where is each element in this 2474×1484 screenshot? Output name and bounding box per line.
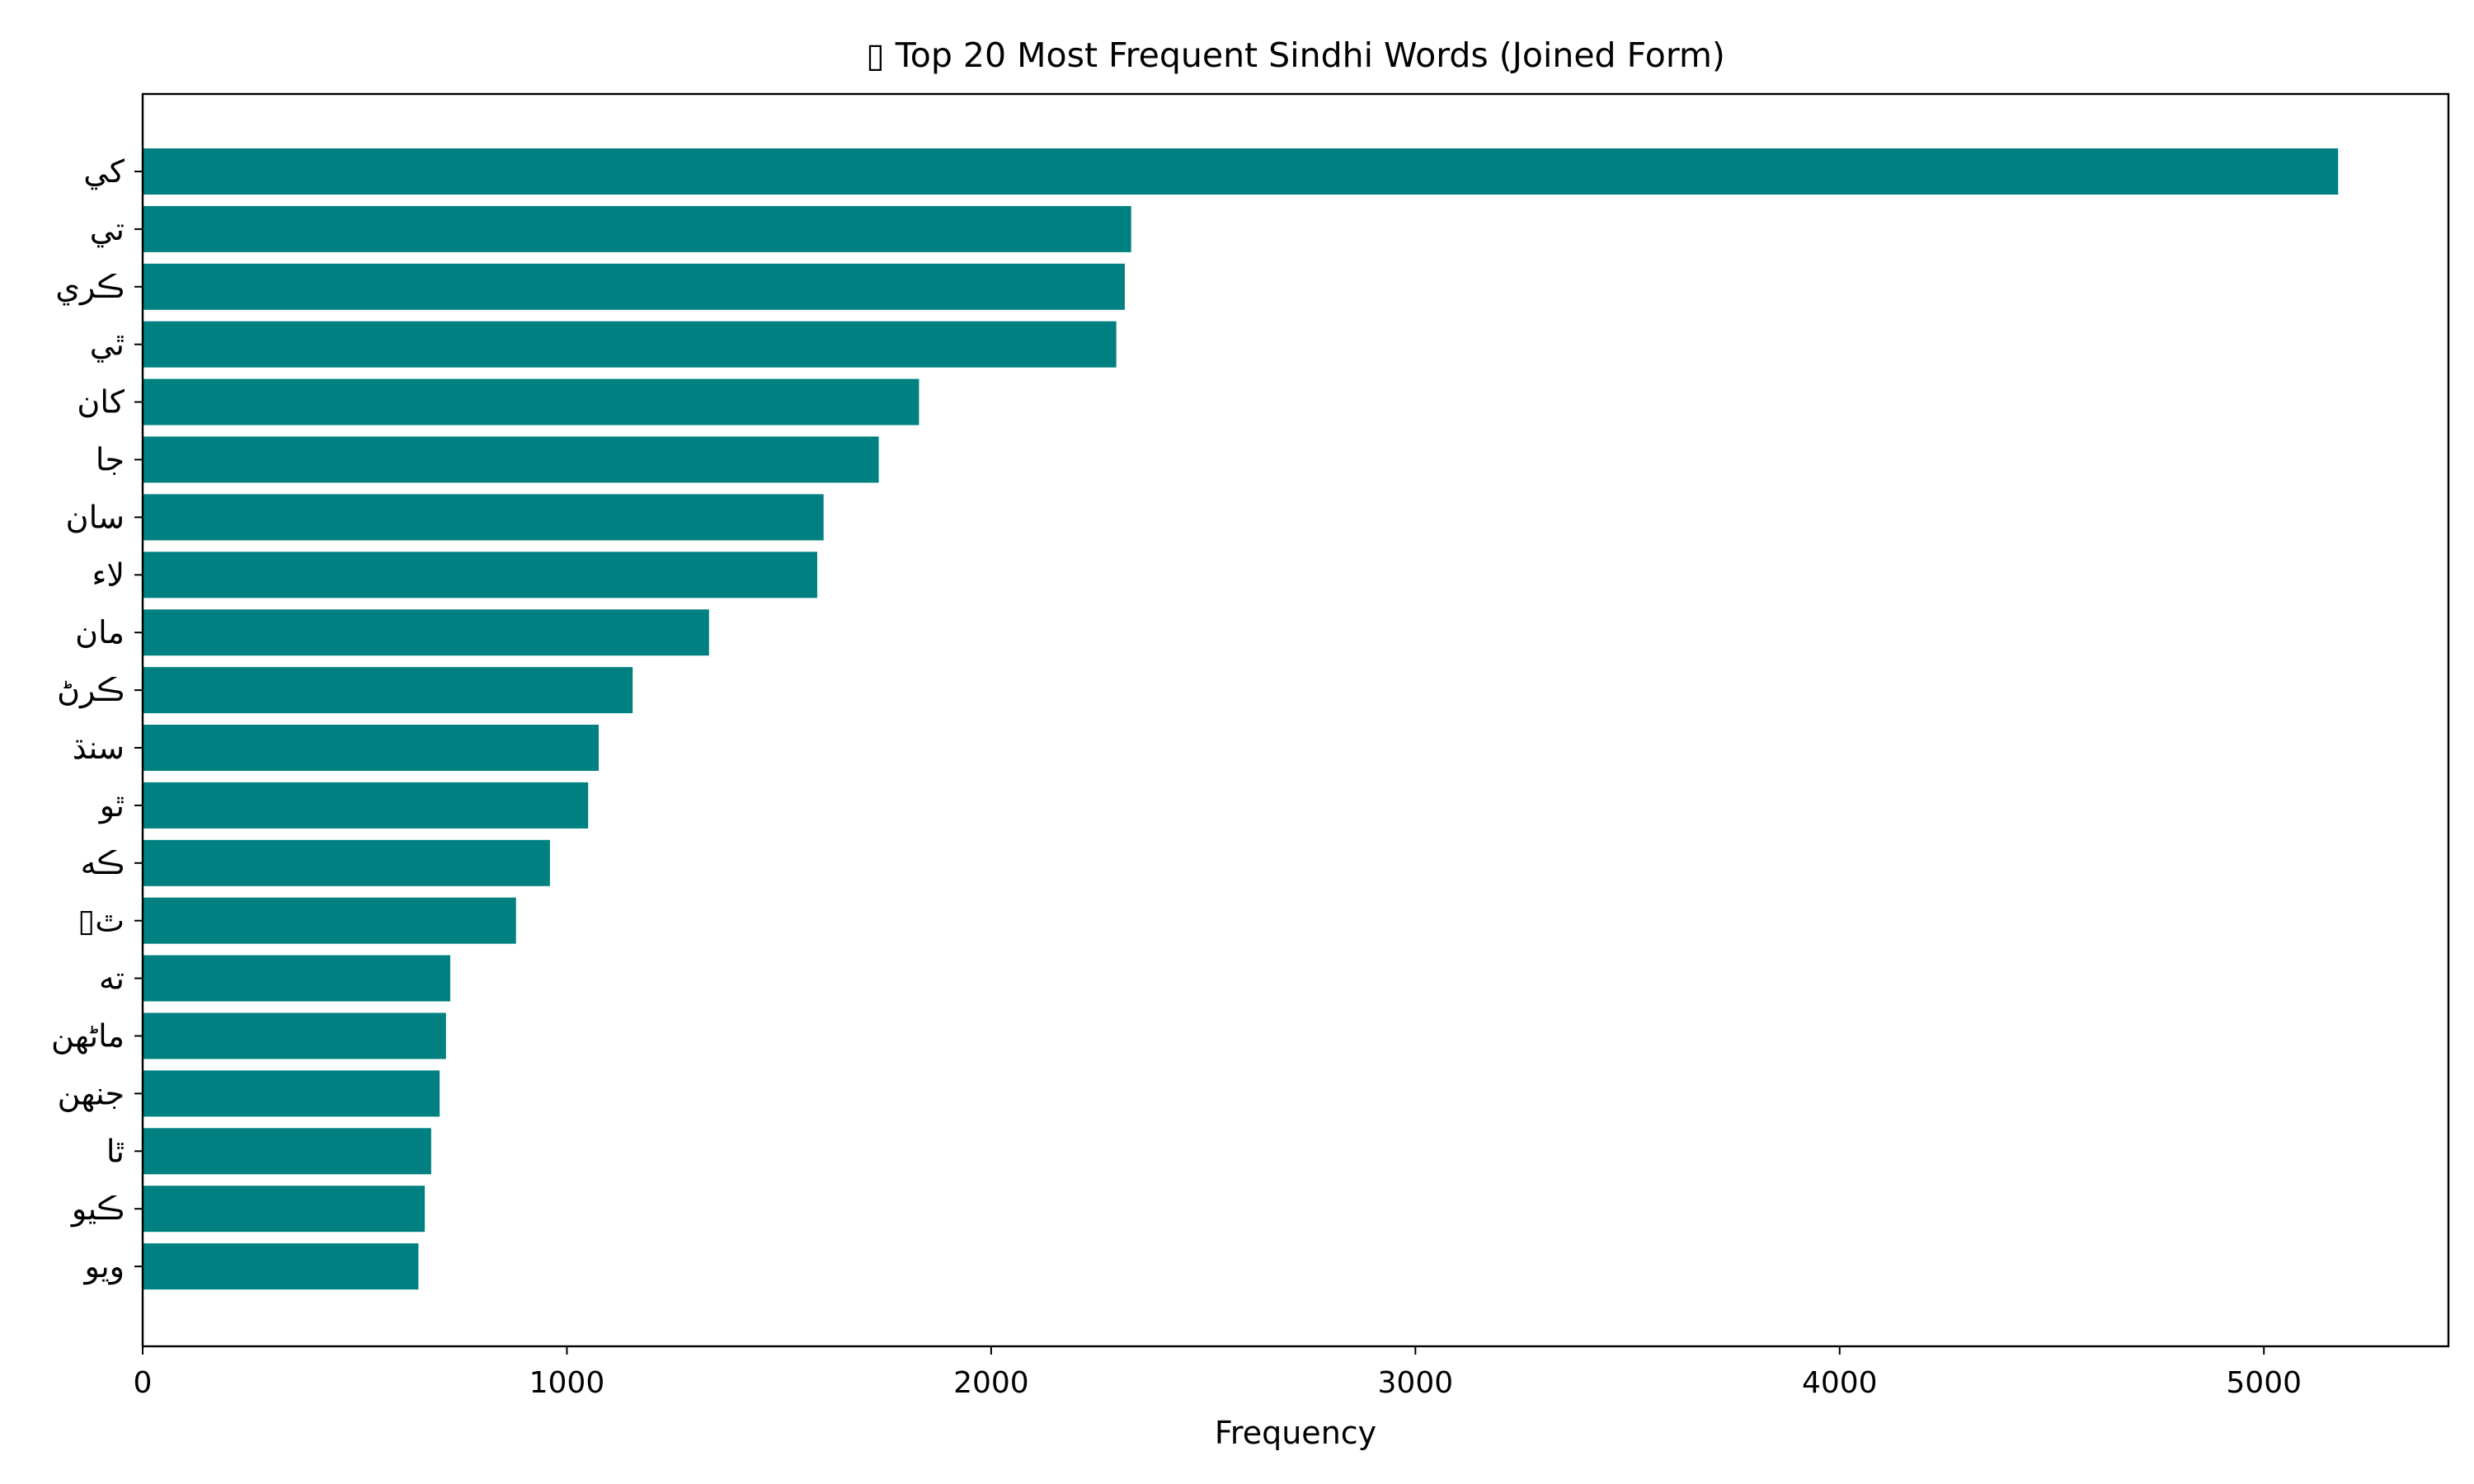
- y-tick-label-16: ماڻهن: [51, 1018, 125, 1055]
- y-tick-label-3: ڪري: [55, 269, 125, 306]
- bar-19: [143, 1186, 426, 1233]
- y-tick-label-8: لاء: [92, 556, 125, 593]
- bar-9: [143, 609, 709, 656]
- bar-6: [143, 436, 879, 483]
- bar-14: [143, 897, 516, 944]
- y-tick-label-4: ٿي: [90, 326, 125, 363]
- y-tick-label-15: ته: [99, 960, 125, 997]
- x-tick-label-3: 2000: [953, 1366, 1029, 1400]
- y-tick-label-1: كي: [83, 153, 125, 190]
- x-tick-label-2: 1000: [529, 1366, 605, 1400]
- bar-15: [143, 955, 450, 1002]
- y-tick-label-13: ڪه: [81, 845, 125, 881]
- bar-12: [143, 782, 589, 829]
- bar-13: [143, 839, 550, 886]
- plot-frame: [141, 92, 2450, 1348]
- bar-18: [143, 1128, 431, 1175]
- bar-10: [143, 667, 633, 714]
- y-axis: كي تي ڪري ٿي کان جا سان لاء مان ڪرڻ سنڌ ٿو ڪه ▯ٿ ته ماڻ…: [51, 153, 143, 1285]
- bar-8: [143, 552, 817, 599]
- y-tick-label-7: سان: [66, 499, 125, 535]
- y-tick-label-2: تي: [90, 211, 125, 247]
- bar-5: [143, 378, 920, 425]
- y-tick-label-11: سنڌ: [73, 730, 125, 766]
- y-tick-label-10: ڪرڻ: [57, 672, 125, 709]
- bar-1: [143, 148, 2339, 195]
- y-tick-label-5: کان: [77, 384, 125, 420]
- bar-3: [143, 263, 1125, 310]
- y-tick-label-12: ٿو: [98, 787, 125, 824]
- chart-title: ▯ Top 20 Most Frequent Sindhi Words (Joi…: [866, 35, 1725, 75]
- x-axis-label: Frequency: [1215, 1415, 1376, 1451]
- bars: [143, 148, 2339, 1290]
- bar-17: [143, 1070, 440, 1117]
- y-tick-label-17: جنهن: [58, 1075, 125, 1112]
- y-tick-label-9: مان: [75, 614, 125, 650]
- y-tick-label-18: ٿا: [106, 1133, 125, 1169]
- x-tick-label-6: 5000: [2226, 1366, 2302, 1400]
- y-tick-label-6: جا: [96, 442, 125, 478]
- bar-11: [143, 725, 600, 771]
- bar-7: [143, 494, 824, 541]
- x-axis: 0 1000 2000 3000 4000 5000: [134, 1346, 2302, 1400]
- x-tick-label-1: 0: [134, 1366, 153, 1400]
- y-tick-label-19: ڪيو: [70, 1190, 125, 1228]
- x-tick-label-4: 3000: [1378, 1366, 1454, 1400]
- bar-20: [143, 1243, 419, 1290]
- x-tick-label-5: 4000: [1802, 1366, 1878, 1400]
- bar-16: [143, 1012, 446, 1059]
- bar-4: [143, 321, 1117, 368]
- bar-2: [143, 205, 1131, 252]
- y-tick-label-20: ويو: [82, 1248, 125, 1285]
- y-tick-label-14: ▯ٿ: [78, 903, 125, 939]
